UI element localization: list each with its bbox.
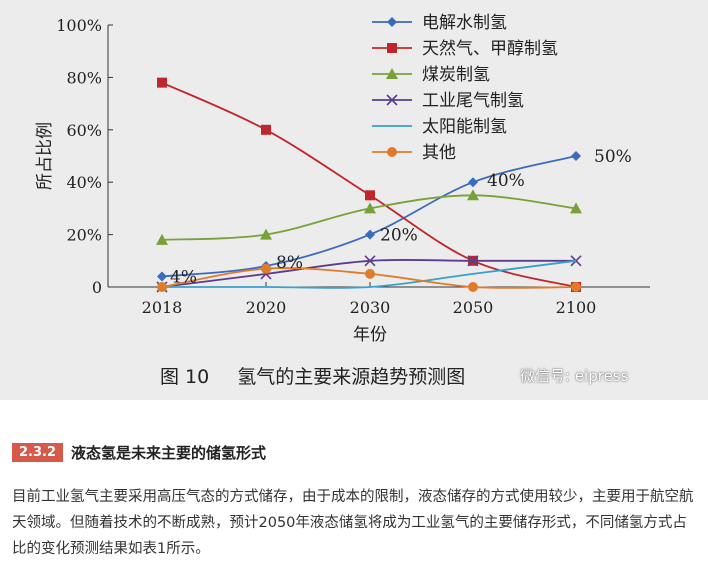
y-tick-label: 0 — [92, 278, 102, 297]
y-tick-label: 20% — [66, 226, 102, 245]
data-point-2 — [260, 228, 272, 240]
x-tick-label: 2030 — [350, 298, 391, 317]
data-point-2 — [156, 233, 168, 245]
data-point-5 — [571, 282, 581, 292]
section-title: 液态氢是未来主要的储氢形式 — [71, 444, 267, 462]
data-label: 20% — [380, 226, 418, 246]
wechat-watermark: 微信号: eipress — [520, 365, 628, 386]
x-tick-label: 2100 — [556, 298, 597, 317]
data-label: 8% — [276, 253, 303, 273]
legend-swatch-marker — [386, 94, 398, 106]
y-tick-label: 100% — [56, 16, 102, 35]
x-tick-label: 2050 — [453, 298, 494, 317]
data-label: 50% — [594, 147, 632, 167]
data-point-2 — [570, 202, 582, 214]
legend-entry-label: 其他 — [422, 143, 456, 163]
data-label: 4% — [170, 268, 197, 288]
figure-title: 氢气的主要来源趋势预测图 — [237, 366, 466, 388]
figure-caption: 图 10 氢气的主要来源趋势预测图 — [160, 362, 465, 389]
x-tick-label: 2020 — [246, 298, 287, 317]
data-point-3 — [467, 255, 479, 267]
wechat-watermark-text: 微信号: eipress — [520, 367, 629, 385]
data-point-3 — [364, 255, 376, 267]
data-point-0 — [365, 229, 375, 240]
y-axis-label: 所占比例 — [35, 122, 55, 190]
data-point-5 — [468, 282, 478, 292]
y-tick-label: 40% — [66, 173, 102, 192]
legend-swatch-marker — [387, 17, 397, 27]
data-point-1 — [157, 77, 167, 88]
data-point-0 — [157, 271, 167, 282]
legend-swatch-marker — [387, 147, 397, 157]
legend-entry-label: 太阳能制氢 — [422, 117, 507, 137]
y-tick-label: 80% — [66, 68, 102, 87]
figure-panel: 0 20% 40% 60% 80% 100% 2018 2020 2030 2050 2100 所占比… — [0, 0, 708, 400]
body-paragraph: 目前工业氢气主要采用高压气态的方式储存，由于成本的限制，液态储存的方式使用较少，… — [12, 489, 694, 557]
legend-entry-label: 电解水制氢 — [422, 13, 507, 33]
data-label: 40% — [487, 171, 525, 191]
legend-entry-label: 天然气、甲醇制氢 — [422, 39, 558, 59]
y-tick-label: 60% — [66, 121, 102, 140]
x-tick-label: 2018 — [142, 298, 183, 317]
data-point-1 — [365, 190, 375, 201]
figure-number: 图 10 — [160, 366, 210, 388]
data-point-0 — [571, 151, 581, 161]
legend-swatch-marker — [386, 68, 398, 79]
series-line-4 — [162, 259, 577, 289]
section-heading: 2.3.2 液态氢是未来主要的储氢形式 — [12, 442, 266, 463]
legend-entry-label: 工业尾气制氢 — [422, 91, 524, 111]
hydrogen-source-chart: 0 20% 40% 60% 80% 100% 2018 2020 2030 2050 2100 所占比… — [35, 13, 650, 345]
data-point-5 — [157, 282, 167, 292]
data-point-0 — [468, 177, 478, 188]
data-point-2 — [364, 202, 376, 214]
data-point-2 — [467, 189, 479, 201]
data-point-5 — [261, 263, 271, 274]
data-point-5 — [365, 268, 375, 279]
data-point-1 — [261, 124, 271, 135]
x-axis-label: 年份 — [353, 325, 387, 345]
legend-swatch-marker — [387, 43, 397, 53]
legend-entry-label: 煤炭制氢 — [422, 65, 490, 85]
section-number-badge: 2.3.2 — [12, 443, 64, 462]
